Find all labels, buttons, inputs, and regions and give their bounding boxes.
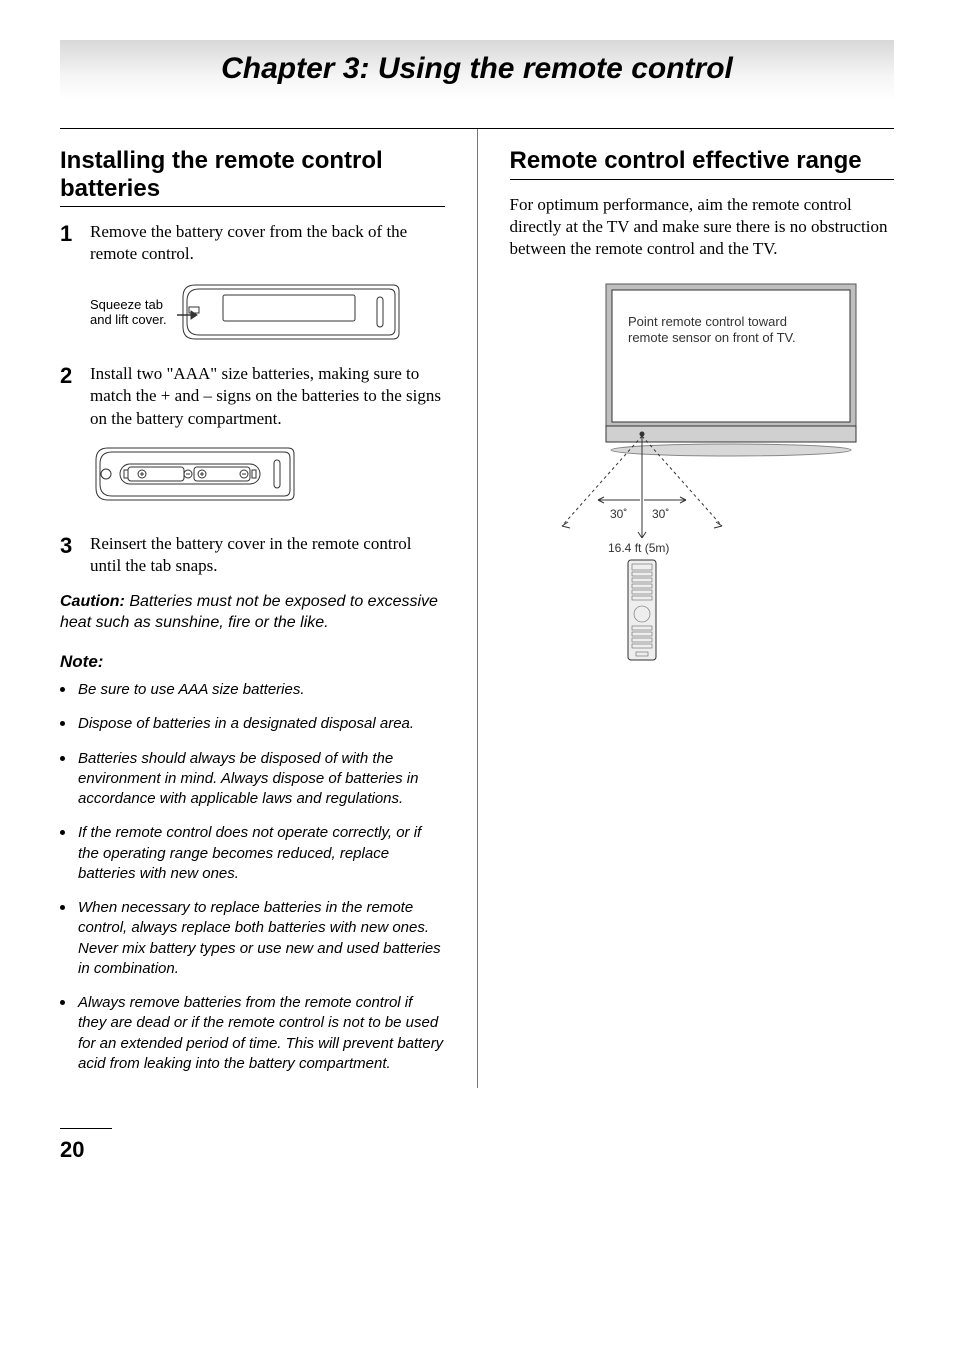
page-number: 20	[60, 1128, 112, 1163]
note-item: Dispose of batteries in a designated dis…	[60, 714, 445, 734]
step-text: Remove the battery cover from the back o…	[90, 221, 445, 265]
effective-range-illustration: Point remote control toward remote senso…	[532, 280, 872, 680]
figure-insert-batteries	[90, 444, 445, 511]
step-text: Reinsert the battery cover in the remote…	[90, 533, 445, 577]
section-rule	[60, 206, 445, 207]
step-number: 1	[60, 221, 78, 265]
tv-callout-line1: Point remote control toward	[628, 314, 787, 329]
note-item: If the remote control does not operate c…	[60, 823, 445, 884]
step-3: 3 Reinsert the battery cover in the remo…	[60, 533, 445, 577]
left-column: Installing the remote control batteries …	[60, 128, 445, 1088]
section-rule	[510, 179, 895, 180]
remote-cover-illustration	[173, 279, 403, 345]
svg-text:Point remote control toward: Point remote control toward remote senso…	[628, 314, 796, 345]
angle-right-label: 30˚	[652, 507, 669, 521]
right-body-paragraph: For optimum performance, aim the remote …	[510, 194, 895, 260]
angle-left-label: 30˚	[610, 507, 627, 521]
left-section-title: Installing the remote control batteries	[60, 147, 445, 202]
step-number: 3	[60, 533, 78, 577]
step-text: Install two "AAA" size batteries, making…	[90, 363, 445, 429]
caution-paragraph: Caution: Batteries must not be exposed t…	[60, 591, 445, 634]
step-1: 1 Remove the battery cover from the back…	[60, 221, 445, 265]
distance-label: 16.4 ft (5m)	[608, 541, 669, 555]
note-item: Batteries should always be disposed of w…	[60, 749, 445, 810]
figure-remove-cover: Squeeze tab and lift cover.	[90, 279, 445, 345]
chapter-title-bar: Chapter 3: Using the remote control	[60, 40, 894, 100]
note-item: When necessary to replace batteries in t…	[60, 898, 445, 979]
tv-callout-line2: remote sensor on front of TV.	[628, 330, 796, 345]
note-item: Be sure to use AAA size batteries.	[60, 680, 445, 700]
notes-list: Be sure to use AAA size batteries. Dispo…	[60, 680, 445, 1074]
right-section-title: Remote control effective range	[510, 147, 895, 175]
step-2: 2 Install two "AAA" size batteries, maki…	[60, 363, 445, 429]
two-column-layout: Installing the remote control batteries …	[60, 128, 894, 1088]
right-column: Remote control effective range For optim…	[510, 128, 895, 1088]
fig1-caption: Squeeze tab and lift cover.	[90, 297, 167, 328]
note-item: Always remove batteries from the remote …	[60, 993, 445, 1074]
column-divider	[477, 129, 478, 1088]
caution-label: Caution:	[60, 593, 125, 610]
step-number: 2	[60, 363, 78, 429]
battery-compartment-illustration	[90, 444, 300, 506]
fig1-caption-line2: and lift cover.	[90, 312, 167, 327]
fig1-caption-line1: Squeeze tab	[90, 297, 163, 312]
chapter-title: Chapter 3: Using the remote control	[60, 52, 894, 86]
note-heading: Note:	[60, 652, 445, 672]
